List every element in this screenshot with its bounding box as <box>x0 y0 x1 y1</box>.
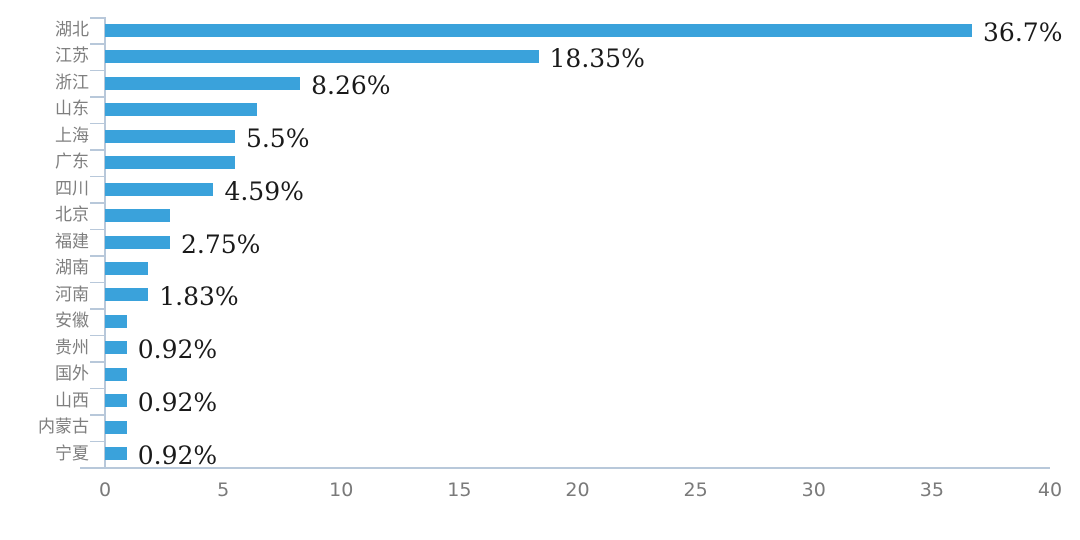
y-axis-tick <box>90 17 104 19</box>
data-label: 1.83% <box>159 282 239 312</box>
y-axis-label: 四川 <box>55 178 89 199</box>
y-axis-label: 山西 <box>55 390 89 411</box>
data-label: 5.5% <box>245 123 310 153</box>
x-axis-tick-label: 15 <box>447 479 472 501</box>
bar <box>105 288 149 302</box>
y-axis-label: 山东 <box>55 99 89 120</box>
y-axis-label: 河南 <box>55 284 89 305</box>
bar <box>105 103 257 117</box>
y-axis-label: 湖北 <box>55 20 89 40</box>
y-axis-tick <box>90 361 104 363</box>
data-label: 18.35% <box>549 44 645 74</box>
y-axis-label: 广东 <box>55 152 89 173</box>
y-axis-tick <box>90 96 104 98</box>
bar <box>105 367 127 381</box>
y-axis-label: 湖南 <box>55 258 89 279</box>
bar <box>105 235 170 249</box>
y-axis-tick <box>90 255 104 257</box>
y-axis-label: 福建 <box>55 231 89 252</box>
bar <box>105 182 214 196</box>
y-axis-tick <box>90 308 104 310</box>
y-axis-label: 江苏 <box>55 46 89 67</box>
bar <box>105 394 127 408</box>
y-axis-label: 浙江 <box>55 72 89 93</box>
x-axis-tick-label: 20 <box>565 479 590 501</box>
bar <box>105 129 235 143</box>
x-axis-tick-label: 5 <box>217 479 230 501</box>
data-label: 4.59% <box>224 176 304 206</box>
y-axis-label: 贵州 <box>55 337 89 358</box>
bar <box>105 447 127 461</box>
y-axis-tick <box>90 228 104 231</box>
y-axis-tick <box>90 334 104 337</box>
x-axis-tick-label: 0 <box>98 479 112 501</box>
x-axis-tick-label: 40 <box>1037 479 1063 501</box>
x-axis-tick-label: 10 <box>329 479 354 501</box>
y-axis-tick <box>90 175 104 178</box>
y-axis-tick <box>90 122 104 125</box>
data-label: 0.92% <box>137 388 218 418</box>
y-axis-tick <box>90 149 104 151</box>
y-axis-label: 安徽 <box>55 311 89 332</box>
y-axis-label: 内蒙古 <box>38 417 89 438</box>
data-label: 2.75% <box>180 229 261 259</box>
y-axis-tick <box>90 440 104 443</box>
y-axis-tick <box>90 69 104 72</box>
data-label: 0.92% <box>137 335 218 365</box>
y-axis-tick <box>90 467 104 469</box>
y-axis-tick <box>90 414 104 416</box>
bar <box>105 50 539 64</box>
y-axis-label: 国外 <box>55 364 89 385</box>
bar <box>105 23 973 37</box>
x-axis-tick-label: 30 <box>801 479 826 501</box>
data-label: 8.26% <box>311 70 391 100</box>
y-axis-tick <box>90 387 104 390</box>
data-label: 36.7% <box>983 17 1063 47</box>
y-axis-tick <box>90 281 104 284</box>
y-axis-tick <box>90 202 104 204</box>
y-axis-line <box>104 17 106 467</box>
data-label: 0.92% <box>137 441 218 471</box>
bar <box>105 76 301 90</box>
bar <box>105 341 127 355</box>
bar <box>105 314 127 328</box>
y-axis-label: 宁夏 <box>55 443 89 464</box>
x-axis-tick-label: 25 <box>683 479 708 501</box>
y-axis-tick <box>90 43 104 45</box>
x-axis-tick-label: 35 <box>919 479 944 501</box>
y-axis-label: 上海 <box>55 125 89 146</box>
bar <box>105 420 127 434</box>
x-axis-line <box>80 467 1050 469</box>
bar <box>105 261 149 275</box>
y-axis-label: 北京 <box>55 205 89 226</box>
bar <box>105 209 170 223</box>
bar <box>105 156 235 170</box>
